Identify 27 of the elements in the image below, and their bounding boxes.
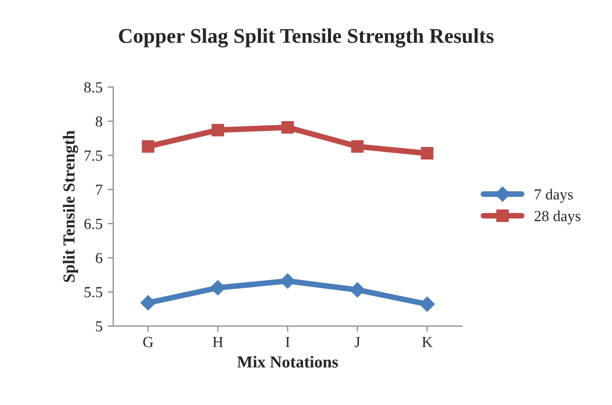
y-tick-label: 7.5 bbox=[84, 150, 102, 161]
point bbox=[280, 273, 296, 289]
y-tick-label: 7 bbox=[96, 184, 102, 195]
point bbox=[212, 124, 224, 136]
y-tick-label: 6 bbox=[96, 252, 102, 264]
y-tick-label: 8.5 bbox=[84, 82, 102, 93]
chart-title: Copper Slag Split Tensile Strength Results bbox=[118, 28, 494, 48]
x-tick-label: G bbox=[143, 336, 154, 348]
y-axis-title: Split Tensile Strength bbox=[62, 130, 78, 282]
y-tick-label: 6.5 bbox=[84, 218, 102, 230]
point bbox=[142, 140, 154, 153]
x-tick-label: H bbox=[212, 337, 223, 348]
legend-label: 28 days bbox=[534, 210, 580, 224]
x-tick-label: K bbox=[422, 337, 433, 348]
y-tick-label: 8 bbox=[96, 116, 102, 127]
x-axis-title: Mix Notations bbox=[237, 356, 338, 368]
point bbox=[140, 294, 156, 311]
y-tick-label: 5 bbox=[96, 321, 102, 332]
y-tick-label: 5.5 bbox=[84, 287, 102, 298]
x-tick-label: I bbox=[286, 337, 290, 348]
x-tick-label: J bbox=[354, 337, 360, 348]
point bbox=[281, 121, 294, 134]
point bbox=[420, 147, 434, 160]
point bbox=[350, 282, 366, 298]
legend-label: 7 days bbox=[534, 188, 573, 203]
point bbox=[351, 140, 364, 153]
point bbox=[419, 296, 436, 312]
